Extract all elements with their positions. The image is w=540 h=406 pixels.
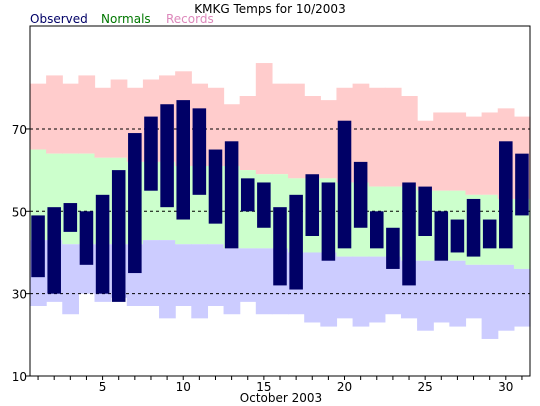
observed-bar-day-20 (337, 120, 352, 249)
observed-bar-day-21 (353, 161, 368, 228)
observed-bar-day-13 (224, 141, 239, 249)
observed-bar-day-8 (144, 116, 158, 191)
record-high-band-day-28 (465, 116, 483, 195)
x-axis-label: October 2003 (240, 391, 322, 405)
observed-bar-day-12 (208, 149, 223, 224)
record-low-band-day-30 (497, 264, 515, 331)
observed-bar-day-23 (386, 227, 400, 269)
observed-bar-day-5 (95, 194, 110, 294)
legend-normals: Normals (101, 12, 151, 26)
observed-bar-day-30 (499, 141, 513, 249)
x-tick-label-10: 10 (176, 380, 191, 394)
observed-bar-day-2 (47, 207, 61, 294)
record-low-band-day-25 (417, 260, 434, 331)
y-tick-label-10: 10 (12, 370, 27, 384)
record-low-band-day-9 (159, 240, 176, 319)
record-high-band-day-27 (449, 112, 467, 191)
record-low-band-day-31 (513, 268, 531, 327)
observed-bar-day-29 (482, 219, 497, 249)
record-high-band-day-12 (207, 87, 225, 166)
observed-bar-day-22 (370, 211, 384, 249)
record-high-band-day-14 (239, 96, 257, 171)
y-tick-label-50: 50 (12, 205, 27, 219)
record-low-band-day-29 (481, 264, 499, 339)
observed-bar-day-27 (450, 219, 465, 253)
record-low-band-day-28 (465, 264, 483, 319)
observed-bar-day-28 (466, 198, 481, 257)
observed-bar-day-25 (418, 186, 432, 236)
record-high-band-day-22 (368, 87, 386, 187)
record-high-band-day-1 (30, 83, 47, 150)
record-low-band-day-14 (239, 248, 257, 302)
observed-bar-day-7 (128, 133, 142, 274)
legend-records: Records (166, 12, 214, 26)
observed-bar-day-1 (31, 215, 45, 278)
record-high-band-day-18 (304, 96, 321, 179)
observed-bar-day-11 (192, 108, 207, 195)
y-tick-label-70: 70 (12, 123, 27, 137)
observed-bar-day-15 (257, 182, 271, 228)
record-high-band-day-26 (433, 112, 450, 191)
record-high-band-day-19 (320, 100, 338, 179)
record-low-band-day-10 (175, 244, 192, 306)
record-low-band-day-13 (223, 248, 241, 315)
observed-bar-day-18 (305, 174, 320, 236)
record-high-band-day-5 (94, 87, 112, 158)
x-tick-label-15: 15 (256, 380, 271, 394)
observed-bar-day-6 (111, 170, 126, 302)
record-high-band-day-25 (417, 120, 434, 191)
observed-bar-day-31 (515, 153, 529, 216)
observed-bar-day-10 (176, 100, 190, 220)
observed-bar-day-3 (63, 203, 78, 232)
axes (26, 25, 531, 380)
legend: Observed Normals Records (30, 12, 214, 26)
record-high-band-day-6 (110, 79, 128, 158)
x-tick-label-20: 20 (337, 380, 352, 394)
record-low-band-day-26 (433, 260, 450, 323)
record-high-band-day-24 (400, 96, 418, 187)
x-tick-label-25: 25 (418, 380, 433, 394)
record-high-band-day-3 (62, 83, 79, 154)
record-low-band-day-21 (352, 256, 370, 327)
record-high-band-day-17 (288, 83, 305, 179)
record-low-band-day-22 (368, 256, 386, 323)
x-tick-label-30: 30 (498, 380, 513, 394)
observed-bar-day-19 (321, 182, 336, 261)
record-high-band-day-21 (352, 83, 370, 183)
record-high-band-day-4 (78, 75, 96, 154)
record-high-band-day-2 (46, 75, 63, 154)
observed-bar-day-16 (273, 207, 287, 286)
observed-bar-day-9 (160, 104, 174, 208)
record-low-band-day-3 (62, 244, 79, 315)
y-tick-label-30: 30 (12, 288, 27, 302)
legend-observed: Observed (30, 12, 88, 26)
record-low-band-day-15 (255, 248, 273, 315)
record-high-band-day-23 (384, 87, 402, 187)
normal-band-day-31 (513, 198, 531, 269)
record-low-band-day-12 (207, 244, 225, 306)
record-high-band-day-29 (481, 112, 499, 195)
observed-bar-day-24 (402, 182, 416, 286)
observed-bar-day-14 (240, 178, 255, 212)
record-low-band-day-18 (304, 252, 321, 323)
chart-title: KMKG Temps for 10/2003 (194, 2, 345, 16)
observed-bar-day-17 (289, 194, 303, 290)
record-high-band-day-16 (271, 83, 289, 175)
record-high-band-day-15 (255, 63, 273, 175)
record-low-band-day-11 (191, 244, 209, 319)
x-tick-label-5: 5 (99, 380, 107, 394)
record-low-band-day-8 (142, 240, 160, 306)
record-low-band-day-19 (320, 252, 338, 327)
observed-bar-day-26 (434, 211, 449, 261)
record-low-band-day-20 (336, 256, 354, 319)
tick-labels: 5 10 15 20 25 30 10 30 50 70 (12, 123, 514, 394)
observed-bars (31, 100, 529, 302)
observed-bar-day-4 (79, 211, 94, 265)
record-low-band-day-23 (384, 256, 402, 315)
